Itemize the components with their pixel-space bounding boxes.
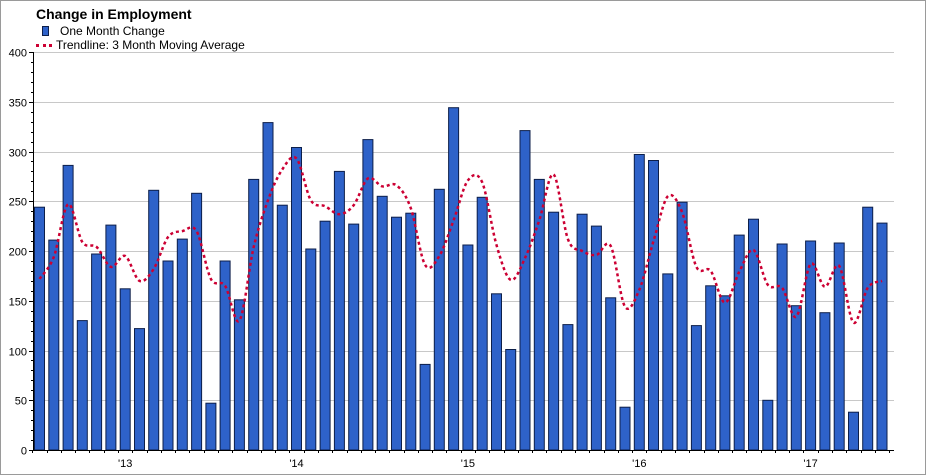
- bar: [648, 160, 659, 451]
- bar: [305, 248, 317, 451]
- bar: [862, 206, 874, 451]
- bar: [405, 212, 417, 451]
- bar: [491, 293, 502, 451]
- bar: [590, 225, 602, 451]
- bar: [119, 288, 131, 451]
- bar: [662, 273, 674, 451]
- bar: [276, 204, 288, 451]
- legend-bar-swatch: [42, 26, 49, 36]
- bar: [619, 406, 631, 451]
- bar: [633, 154, 645, 451]
- legend-entry-bars: One Month Change: [36, 24, 245, 38]
- bar: [805, 240, 817, 451]
- bar: [176, 238, 188, 451]
- bar: [848, 411, 859, 451]
- bar: [705, 285, 717, 451]
- x-tick-label: '13: [118, 458, 132, 470]
- bar: [448, 107, 460, 451]
- bar: [376, 195, 388, 451]
- legend-bar-label: One Month Change: [60, 24, 165, 38]
- bar: [819, 312, 831, 451]
- bar: [790, 305, 802, 451]
- x-tick-label: '16: [632, 458, 646, 470]
- bar: [48, 239, 60, 451]
- bar: [576, 213, 588, 451]
- y-tick-label: 350: [9, 98, 27, 110]
- bar: [548, 211, 560, 451]
- y-tick-label: 200: [9, 247, 27, 259]
- bar: [419, 363, 431, 451]
- bar: [105, 224, 117, 451]
- bar: [762, 399, 774, 451]
- bar: [362, 139, 374, 451]
- bar: [262, 122, 274, 451]
- y-tick-label: 100: [9, 347, 27, 359]
- bar: [219, 260, 231, 451]
- bar: [690, 325, 702, 451]
- bar: [205, 402, 217, 451]
- bar: [319, 220, 331, 451]
- bar: [433, 188, 445, 451]
- bar: [134, 328, 145, 451]
- legend-line-label: Trendline: 3 Month Moving Average: [56, 38, 245, 52]
- bar: [562, 324, 574, 451]
- bar: [876, 222, 888, 451]
- bar: [91, 253, 103, 451]
- y-tick-label: 50: [15, 396, 27, 408]
- bar: [248, 178, 260, 451]
- x-tick-label: '17: [803, 458, 817, 470]
- bar: [162, 260, 174, 451]
- x-tick-label: '15: [461, 458, 475, 470]
- y-tick-label: 0: [21, 446, 27, 458]
- bar: [519, 130, 531, 451]
- y-tick-label: 400: [9, 48, 27, 60]
- bar: [34, 206, 45, 451]
- x-tick-label: '14: [289, 458, 303, 470]
- bar: [476, 196, 488, 451]
- y-tick-label: 250: [9, 197, 27, 209]
- bar: [76, 320, 88, 451]
- bar: [148, 189, 160, 451]
- bar: [462, 244, 474, 451]
- trendline: [38, 155, 883, 324]
- bar: [291, 147, 302, 451]
- bar: [719, 295, 731, 451]
- bar: [391, 216, 402, 451]
- bar: [748, 218, 759, 451]
- y-tick-label: 150: [9, 297, 27, 309]
- bar: [533, 178, 545, 451]
- bar: [605, 297, 617, 451]
- bar: [776, 243, 788, 451]
- chart-title: Change in Employment: [36, 6, 192, 22]
- bar: [233, 299, 245, 451]
- bar: [676, 201, 688, 451]
- legend-entry-trendline: Trendline: 3 Month Moving Average: [36, 38, 245, 52]
- y-tick-label: 300: [9, 148, 27, 160]
- legend-line-swatch: [36, 43, 52, 47]
- bar: [191, 192, 203, 451]
- bar: [348, 223, 360, 451]
- legend: One Month Change Trendline: 3 Month Movi…: [36, 24, 245, 52]
- bar: [505, 349, 517, 451]
